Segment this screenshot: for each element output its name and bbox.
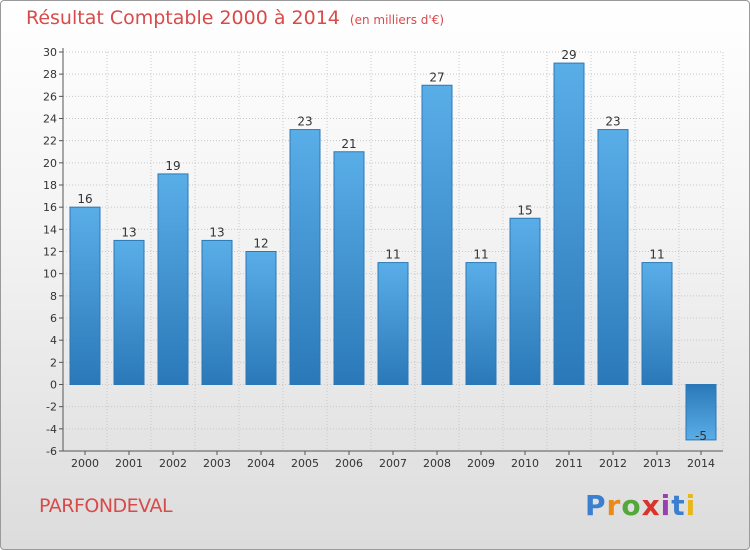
x-tick-label: 2010 (511, 457, 539, 470)
bar (245, 251, 277, 385)
y-tick-label: 30 (43, 46, 57, 59)
value-label: 23 (297, 115, 312, 129)
y-tick-label: 0 (50, 379, 57, 392)
value-label: 23 (605, 115, 620, 129)
chart-subtitle: (en milliers d'€) (349, 13, 445, 27)
value-label: -5 (695, 429, 707, 443)
y-tick-label: 28 (43, 68, 57, 81)
y-tick-label: 22 (43, 135, 57, 148)
y-tick-label: 24 (43, 113, 57, 126)
y-tick-label: 4 (50, 334, 57, 347)
bar (465, 262, 497, 386)
chart-title: Résultat Comptable 2000 à 2014 (en millie… (26, 7, 444, 29)
x-tick-label: 2008 (423, 457, 451, 470)
bar (509, 217, 541, 385)
bar (377, 262, 409, 386)
y-tick-label: 26 (43, 90, 57, 103)
bar (333, 151, 365, 385)
bar (553, 62, 585, 385)
y-tick-label: 10 (43, 268, 57, 281)
bar (201, 239, 233, 385)
x-tick-label: 2003 (203, 457, 231, 470)
y-tick-label: 18 (43, 179, 57, 192)
bar (421, 84, 453, 385)
value-label: 29 (561, 48, 576, 62)
value-label: 27 (429, 70, 444, 84)
x-tick-label: 2011 (555, 457, 583, 470)
x-tick-label: 2012 (599, 457, 627, 470)
y-tick-label: 8 (50, 290, 57, 303)
bar (641, 262, 673, 386)
value-label: 16 (77, 192, 92, 206)
x-tick-label: 2014 (687, 457, 715, 470)
y-tick-label: -4 (46, 423, 57, 436)
y-tick-label: 2 (50, 356, 57, 369)
x-tick-label: 2004 (247, 457, 275, 470)
bar (157, 173, 189, 385)
y-tick-label: 16 (43, 201, 57, 214)
x-tick-label: 2002 (159, 457, 187, 470)
x-tick-label: 2006 (335, 457, 363, 470)
y-tick-label: 20 (43, 157, 57, 170)
x-tick-label: 2001 (115, 457, 143, 470)
bar (113, 239, 145, 385)
y-tick-label: -2 (46, 401, 57, 414)
value-label: 13 (209, 225, 224, 239)
x-tick-label: 2009 (467, 457, 495, 470)
value-label: 11 (385, 248, 400, 262)
x-tick-label: 2007 (379, 457, 407, 470)
value-label: 11 (649, 248, 664, 262)
y-tick-label: 6 (50, 312, 57, 325)
proxiti-logo: Proxiti (585, 489, 697, 522)
y-tick-label: 14 (43, 223, 57, 236)
bar (289, 129, 321, 385)
bar (597, 129, 629, 385)
value-label: 13 (121, 225, 136, 239)
value-label: 19 (165, 159, 180, 173)
bar (685, 384, 717, 441)
commune-name: PARFONDEVAL (39, 495, 173, 517)
y-tick-label: 12 (43, 246, 57, 259)
y-tick-label: -6 (46, 445, 57, 458)
value-label: 12 (253, 237, 268, 251)
value-label: 21 (341, 137, 356, 151)
bar (69, 206, 101, 385)
x-tick-label: 2000 (71, 457, 99, 470)
title-text: Résultat Comptable 2000 à 2014 (26, 7, 340, 29)
x-tick-label: 2013 (643, 457, 671, 470)
value-label: 15 (517, 203, 532, 217)
value-label: 11 (473, 248, 488, 262)
x-tick-label: 2005 (291, 457, 319, 470)
